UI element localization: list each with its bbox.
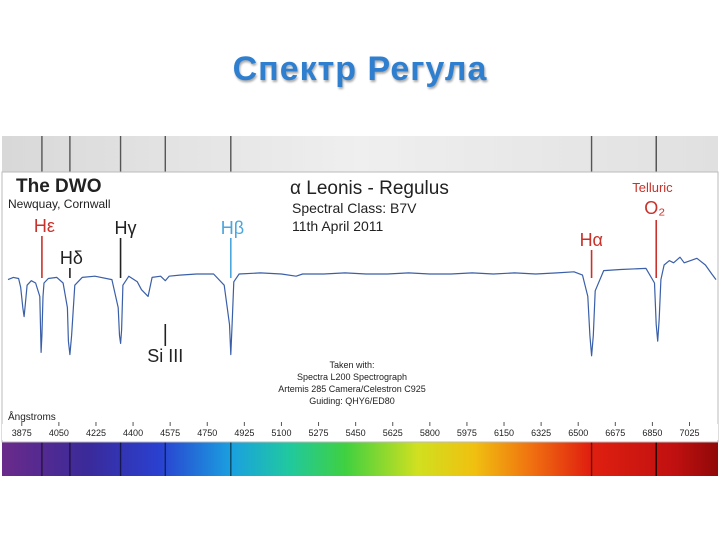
x-tick-label: 5800 (420, 428, 440, 438)
spectral-class: Spectral Class: B7V (292, 200, 417, 216)
x-tick-label: 6150 (494, 428, 514, 438)
x-tick-label: 5975 (457, 428, 477, 438)
x-tick-label: 7025 (679, 428, 699, 438)
tick-label-band (2, 424, 718, 440)
x-tick-label: 4400 (123, 428, 143, 438)
x-tick-label: 4750 (197, 428, 217, 438)
x-axis-label: Ångstroms (8, 410, 56, 423)
x-tick-label: 5450 (346, 428, 366, 438)
annotation-label: Si III (147, 346, 183, 366)
x-tick-label: 6675 (605, 428, 625, 438)
equipment-line-3: Artemis 285 Camera/Celestron C925 (278, 384, 426, 394)
x-tick-label: 4050 (49, 428, 69, 438)
observatory-name: The DWO (16, 176, 102, 197)
color-spectrum-strip (2, 442, 718, 476)
x-tick-label: 4575 (160, 428, 180, 438)
x-tick-label: 5100 (271, 428, 291, 438)
equipment-line-1: Taken with: (329, 360, 374, 370)
x-tick-label: 4925 (234, 428, 254, 438)
x-tick-label: 6325 (531, 428, 551, 438)
grey-spectrum-strip (2, 136, 718, 172)
slide-title: Спектр Регула (232, 50, 488, 88)
annotation-label: Hδ (60, 248, 83, 268)
annotation-label: Hα (580, 230, 603, 250)
equipment-line-2: Spectra L200 Spectrograph (297, 372, 407, 382)
spectrum-figure: The DWO Newquay, Cornwall α Leonis - Reg… (0, 136, 720, 476)
x-tick-label: 4225 (86, 428, 106, 438)
annotation-label: O₂ (644, 198, 665, 218)
observatory-location: Newquay, Cornwall (8, 197, 111, 211)
annotation-label: Hγ (115, 218, 137, 238)
observation-date: 11th April 2011 (292, 218, 384, 234)
x-tick-label: 5275 (309, 428, 329, 438)
x-tick-label: 6500 (568, 428, 588, 438)
equipment-line-4: Guiding: QHY6/ED80 (309, 396, 395, 406)
annotation-label: Hβ (221, 218, 244, 238)
annotation-label: Telluric (632, 180, 673, 195)
x-tick-label: 3875 (12, 428, 32, 438)
annotation-label: Hε (34, 216, 55, 236)
star-name: α Leonis - Regulus (290, 178, 449, 199)
x-tick-label: 6850 (642, 428, 662, 438)
spectrum-line (7, 256, 717, 357)
x-tick-label: 5625 (383, 428, 403, 438)
